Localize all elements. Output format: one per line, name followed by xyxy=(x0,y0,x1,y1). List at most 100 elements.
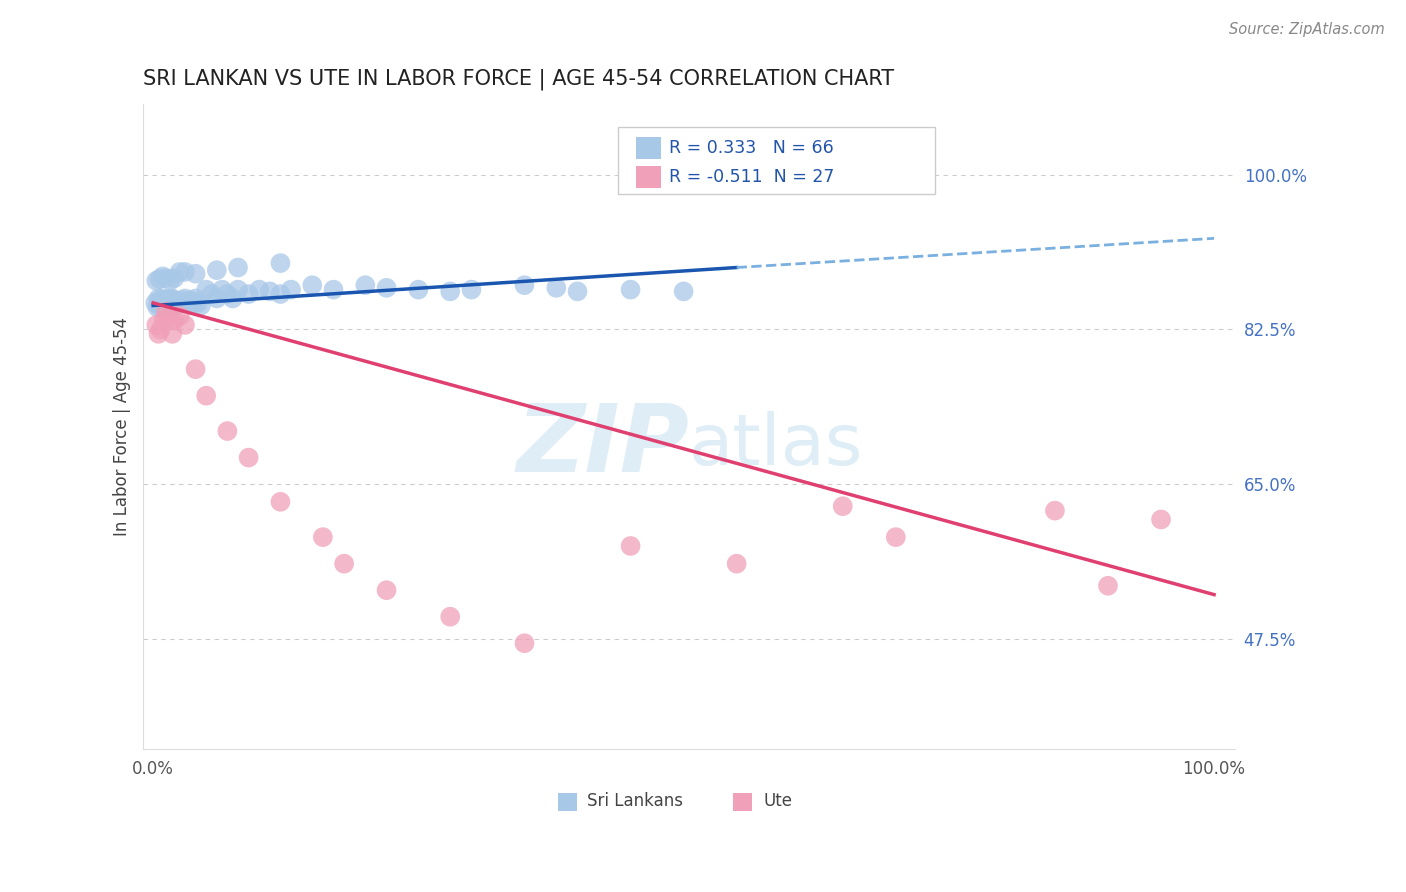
Point xyxy=(184,362,207,376)
Point xyxy=(146,300,169,314)
Point xyxy=(157,309,180,323)
Text: Sri Lankans: Sri Lankans xyxy=(588,792,683,810)
Point xyxy=(354,278,377,293)
Point xyxy=(190,299,212,313)
Point xyxy=(153,299,176,313)
Point xyxy=(152,269,174,284)
Point xyxy=(195,283,218,297)
Point xyxy=(238,287,260,301)
Bar xyxy=(733,793,752,811)
Point xyxy=(166,299,188,313)
Point xyxy=(143,296,166,310)
Bar xyxy=(558,793,578,811)
Point xyxy=(174,265,197,279)
Point xyxy=(725,557,748,571)
Point xyxy=(619,283,641,297)
Point xyxy=(162,296,184,310)
Point xyxy=(375,583,398,598)
Text: Source: ZipAtlas.com: Source: ZipAtlas.com xyxy=(1229,22,1385,37)
Point xyxy=(169,309,191,323)
Point xyxy=(157,292,180,306)
Point xyxy=(269,256,291,270)
Point xyxy=(149,300,172,314)
Point xyxy=(205,292,228,306)
Text: atlas: atlas xyxy=(689,411,863,481)
Point xyxy=(333,557,356,571)
Point xyxy=(174,318,197,332)
Point xyxy=(169,265,191,279)
Point xyxy=(205,263,228,277)
Point xyxy=(200,287,222,301)
Point xyxy=(148,272,170,286)
Point xyxy=(831,499,853,513)
Point xyxy=(159,274,181,288)
Bar xyxy=(637,166,661,188)
Point xyxy=(1097,579,1119,593)
Point xyxy=(672,285,695,299)
FancyBboxPatch shape xyxy=(617,127,935,194)
Point xyxy=(280,283,302,297)
Point xyxy=(312,530,335,544)
Point xyxy=(183,296,205,310)
Text: R = 0.333   N = 66: R = 0.333 N = 66 xyxy=(669,139,834,157)
Point xyxy=(1150,512,1173,526)
Point xyxy=(152,293,174,308)
Point xyxy=(163,293,186,308)
Point xyxy=(148,292,170,306)
Point xyxy=(301,278,323,293)
Point xyxy=(460,283,482,297)
Point xyxy=(163,313,186,327)
Point xyxy=(145,274,167,288)
Point xyxy=(155,294,177,309)
Point xyxy=(150,292,173,306)
Y-axis label: In Labor Force | Age 45-54: In Labor Force | Age 45-54 xyxy=(114,318,131,536)
Point xyxy=(217,424,239,438)
Point xyxy=(222,292,245,306)
Point xyxy=(195,389,218,403)
Point xyxy=(226,283,249,297)
Point xyxy=(226,260,249,275)
Point xyxy=(148,296,170,310)
Point xyxy=(174,292,197,306)
Text: SRI LANKAN VS UTE IN LABOR FORCE | AGE 45-54 CORRELATION CHART: SRI LANKAN VS UTE IN LABOR FORCE | AGE 4… xyxy=(142,69,894,90)
Point xyxy=(439,285,461,299)
Point xyxy=(211,283,233,297)
Point xyxy=(184,267,207,281)
Point xyxy=(155,304,177,318)
Point xyxy=(269,495,291,509)
Point xyxy=(619,539,641,553)
Point xyxy=(375,281,398,295)
Point xyxy=(322,283,344,297)
Point xyxy=(179,293,201,308)
Point xyxy=(162,292,184,306)
Point xyxy=(247,283,270,297)
Point xyxy=(269,287,291,301)
Point xyxy=(148,326,170,341)
Point xyxy=(176,296,198,310)
Point xyxy=(259,285,281,299)
Point xyxy=(1043,503,1066,517)
Point xyxy=(152,296,174,310)
Text: R = -0.511  N = 27: R = -0.511 N = 27 xyxy=(669,168,835,186)
Point xyxy=(156,300,179,314)
Point xyxy=(513,278,536,293)
Point xyxy=(160,300,183,314)
Point xyxy=(408,283,430,297)
Point xyxy=(184,292,207,306)
Point xyxy=(170,293,193,308)
Text: ZIP: ZIP xyxy=(516,400,689,492)
Point xyxy=(156,296,179,310)
Point xyxy=(155,271,177,285)
Point xyxy=(169,296,191,310)
Point xyxy=(238,450,260,465)
Point xyxy=(159,296,181,310)
Point xyxy=(163,271,186,285)
Point xyxy=(145,318,167,332)
Point xyxy=(513,636,536,650)
Point xyxy=(439,609,461,624)
Point xyxy=(884,530,907,544)
Point xyxy=(165,296,187,310)
Point xyxy=(217,287,239,301)
Point xyxy=(149,322,172,336)
Point xyxy=(162,326,184,341)
